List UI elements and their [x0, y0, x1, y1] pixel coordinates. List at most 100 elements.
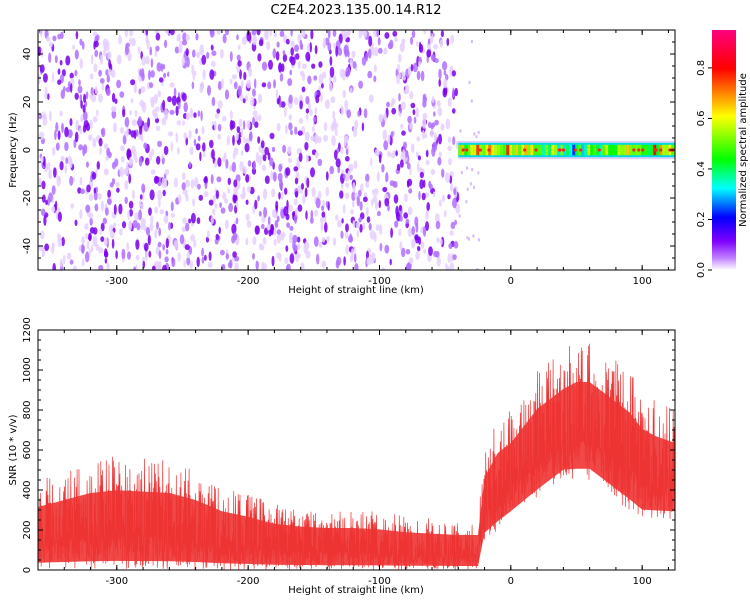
heatmap-cell — [420, 70, 425, 82]
heatmap-cell — [40, 30, 43, 38]
heatmap-cell — [294, 177, 299, 185]
heatmap-cell — [290, 30, 293, 37]
heatmap-cell — [245, 199, 249, 205]
heatmap-cell — [398, 53, 402, 64]
heatmap-cell — [229, 51, 233, 62]
heatmap-cell — [262, 263, 267, 270]
heatmap-cell — [45, 199, 48, 206]
heatmap-cell — [473, 185, 475, 189]
heatmap-cell — [182, 217, 187, 225]
heatmap-cell — [72, 176, 76, 183]
heatmap-cell — [445, 118, 451, 130]
heatmap-cell — [191, 64, 195, 76]
heatmap-cell — [261, 164, 267, 172]
heatmap-cell — [435, 220, 441, 230]
heatmap-cell — [211, 50, 217, 56]
heatmap-cell — [188, 129, 192, 140]
heatmap-cell — [429, 33, 434, 44]
heatmap-cell — [102, 217, 108, 225]
heatmap-cell — [272, 48, 277, 59]
heatmap-cell — [647, 144, 651, 156]
heatmap-cell — [314, 45, 318, 55]
heatmap-cell — [145, 55, 150, 65]
heatmap-cell — [402, 75, 406, 81]
heatmap-cell — [218, 226, 221, 234]
heatmap-cell — [224, 219, 229, 230]
heatmap-cell — [269, 132, 275, 140]
heatmap-cell — [217, 123, 222, 132]
heatmap-cell — [115, 181, 120, 187]
heatmap-cell — [383, 140, 389, 151]
heatmap-cell — [156, 221, 159, 230]
heatmap-cell — [111, 106, 117, 113]
colorbar-label: Normalized spectral amplitude — [738, 73, 749, 227]
heatmap-cell — [164, 39, 168, 49]
heatmap-cell — [201, 256, 205, 264]
heatmap-cell — [351, 200, 355, 208]
heatmap-cell — [263, 188, 267, 194]
heatmap-cell — [320, 94, 323, 103]
heatmap-cell — [153, 93, 158, 104]
heatmap-cell — [307, 43, 310, 54]
heatmap-cell — [221, 78, 224, 89]
heatmap-cell — [40, 208, 46, 216]
heatmap-cell — [162, 99, 166, 111]
heatmap-cell — [240, 80, 244, 89]
heatmap-cell — [120, 126, 124, 134]
heatmap-cell — [309, 42, 313, 53]
heatmap-cell — [231, 74, 237, 80]
heatmap-cell — [470, 40, 473, 43]
heatmap-cell — [92, 227, 98, 235]
heatmap-cell — [154, 49, 158, 57]
heatmap-cell — [147, 234, 151, 246]
heatmap-cell — [189, 146, 194, 156]
heatmap-cell — [133, 149, 137, 160]
heatmap-cell — [51, 206, 56, 213]
heatmap-cell — [579, 148, 583, 152]
heatmap-cell — [195, 143, 201, 151]
heatmap-cell — [614, 144, 618, 156]
heatmap-cell — [224, 198, 229, 204]
heatmap-cell — [405, 218, 410, 224]
heatmap-cell — [382, 129, 388, 141]
heatmap-cell — [276, 98, 280, 105]
heatmap-cell — [281, 232, 286, 238]
heatmap-cell — [297, 60, 301, 69]
heatmap-cell — [425, 159, 430, 166]
heatmap-cell — [325, 171, 329, 181]
heatmap-cell — [321, 211, 326, 218]
heatmap-cell — [245, 213, 250, 221]
heatmap-cell — [82, 145, 86, 157]
heatmap-cell — [69, 158, 73, 169]
heatmap-cell — [398, 93, 401, 102]
heatmap-cell — [214, 160, 218, 169]
spectrogram-y-tick-label: -20 — [22, 190, 33, 206]
heatmap-cell — [386, 101, 390, 108]
heatmap-cell — [329, 165, 335, 175]
heatmap-cell — [409, 91, 414, 100]
heatmap-cell — [66, 252, 72, 260]
heatmap-cell — [418, 190, 421, 201]
heatmap-cell — [373, 64, 377, 73]
spectrogram-x-label: Height of straight line (km) — [288, 285, 424, 296]
heatmap-cell — [137, 46, 141, 54]
heatmap-cell — [273, 227, 277, 236]
heatmap-cell — [98, 69, 102, 77]
heatmap-cell — [523, 148, 527, 152]
heatmap-cell — [421, 192, 426, 201]
heatmap-cell — [363, 196, 368, 203]
heatmap-cell — [139, 194, 143, 200]
heatmap-cell — [451, 70, 456, 77]
heatmap-cell — [423, 30, 427, 35]
spectrogram-x-tick-label: 100 — [633, 276, 652, 287]
heatmap-cell — [329, 66, 335, 78]
heatmap-cell — [118, 35, 123, 45]
heatmap-cell — [133, 266, 137, 270]
heatmap-cell — [61, 69, 66, 77]
heatmap-cell — [365, 181, 370, 188]
heatmap-cell — [260, 140, 265, 149]
heatmap-cell — [81, 245, 85, 254]
heatmap-cell — [394, 36, 398, 43]
heatmap-cell — [353, 253, 357, 263]
heatmap-cell — [80, 100, 83, 109]
